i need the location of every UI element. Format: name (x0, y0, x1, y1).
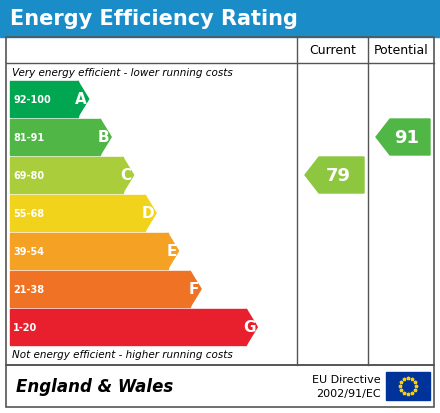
Text: F: F (189, 282, 199, 297)
Bar (6, 365, 434, 407)
Text: 92-100: 92-100 (13, 95, 51, 105)
Polygon shape (376, 120, 430, 156)
Polygon shape (305, 158, 364, 194)
Polygon shape (100, 120, 111, 156)
Bar (10, 271, 190, 307)
Text: Current: Current (309, 44, 356, 57)
Bar (6, 38, 434, 365)
Polygon shape (78, 82, 89, 118)
Bar (386, 372, 430, 400)
Polygon shape (123, 158, 134, 194)
Text: 81-91: 81-91 (13, 133, 44, 142)
Text: EU Directive: EU Directive (312, 374, 381, 384)
Text: E: E (166, 244, 176, 259)
Polygon shape (246, 309, 257, 345)
Bar (10, 158, 123, 194)
Bar (10, 233, 168, 269)
Bar (10, 120, 100, 156)
Text: Energy Efficiency Rating: Energy Efficiency Rating (10, 9, 298, 29)
Bar (10, 309, 246, 345)
Bar (10, 82, 78, 118)
Text: A: A (75, 92, 87, 107)
Text: Potential: Potential (374, 44, 429, 57)
Text: 69-80: 69-80 (13, 171, 44, 180)
Polygon shape (168, 233, 179, 269)
Text: 2002/91/EC: 2002/91/EC (316, 388, 381, 398)
Polygon shape (190, 271, 201, 307)
Text: D: D (142, 206, 154, 221)
Text: Very energy efficient - lower running costs: Very energy efficient - lower running co… (12, 67, 233, 77)
Bar (0, 0, 440, 38)
Text: England & Wales: England & Wales (16, 377, 173, 395)
Text: G: G (243, 320, 255, 335)
Text: 39-54: 39-54 (13, 247, 44, 256)
Text: B: B (98, 130, 109, 145)
Text: 21-38: 21-38 (13, 284, 44, 294)
Text: 1-20: 1-20 (13, 322, 37, 332)
Text: Not energy efficient - higher running costs: Not energy efficient - higher running co… (12, 350, 233, 360)
Polygon shape (145, 195, 156, 231)
Text: 55-68: 55-68 (13, 209, 44, 218)
Text: C: C (121, 168, 132, 183)
Bar (10, 195, 145, 231)
Text: 91: 91 (394, 129, 419, 147)
Text: 79: 79 (326, 166, 351, 185)
